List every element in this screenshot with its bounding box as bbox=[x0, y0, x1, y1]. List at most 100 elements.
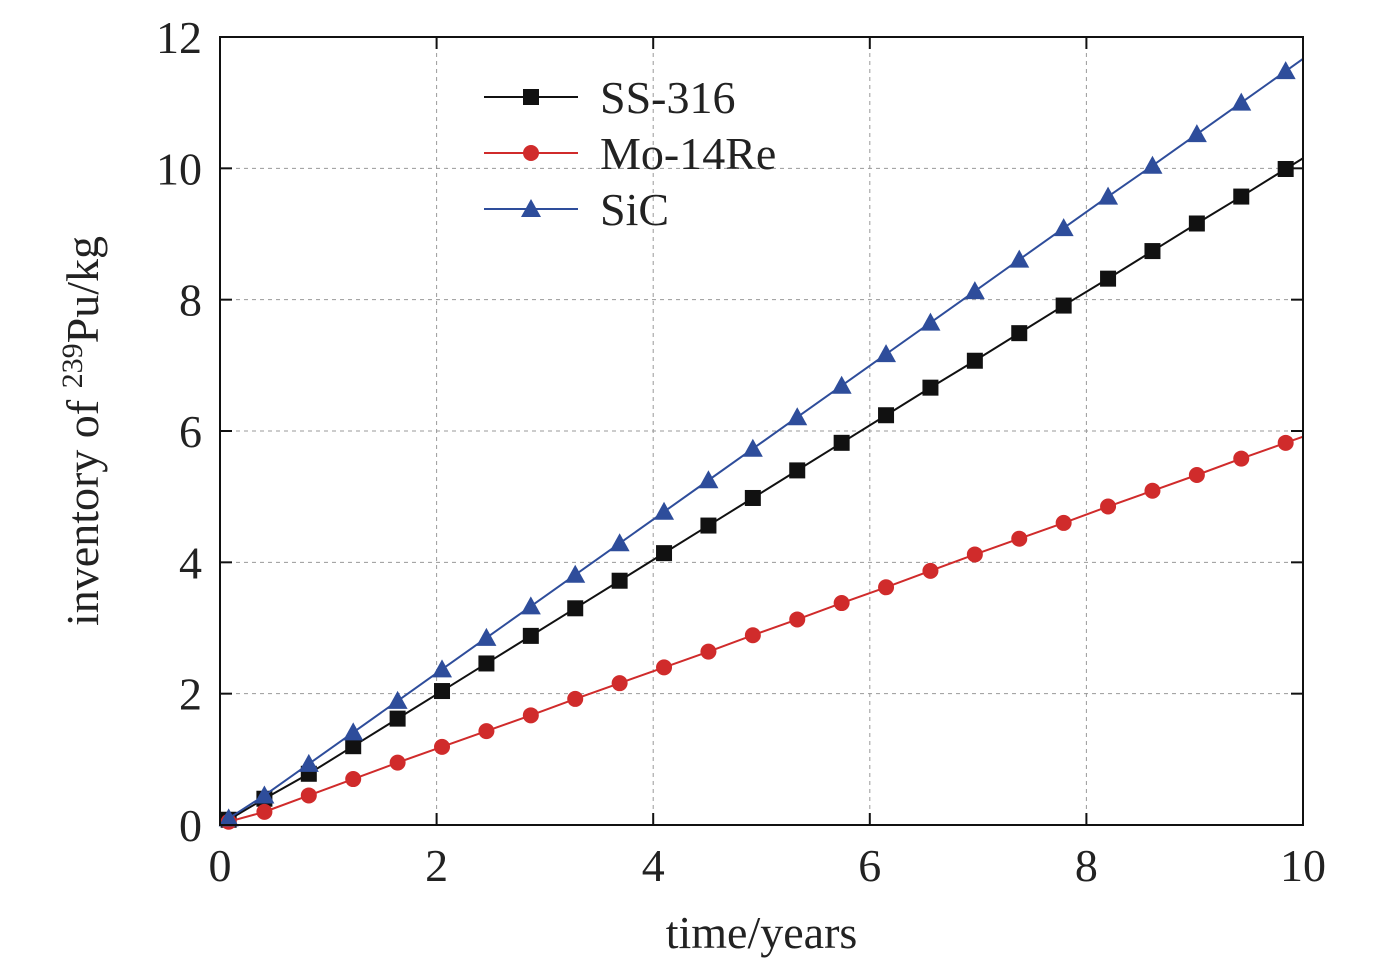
data-point-mo-14re bbox=[567, 690, 584, 707]
x-tick-label: 4 bbox=[642, 840, 665, 891]
data-point-sic bbox=[831, 375, 852, 394]
data-point-ss-316 bbox=[522, 627, 539, 644]
data-point-sic bbox=[698, 470, 719, 489]
data-point-sic bbox=[298, 753, 319, 772]
y-tick-label: 6 bbox=[179, 406, 202, 457]
data-point-ss-316 bbox=[1233, 188, 1250, 205]
data-point-mo-14re bbox=[789, 611, 806, 628]
data-point-mo-14re bbox=[700, 643, 717, 660]
legend-item-sic: SiC bbox=[484, 184, 669, 235]
legend-label: SS-316 bbox=[600, 72, 735, 123]
data-point-mo-14re bbox=[345, 771, 362, 788]
series-mo-14re bbox=[219, 434, 1304, 830]
data-point-sic bbox=[1275, 61, 1296, 80]
data-point-sic bbox=[742, 438, 763, 457]
data-point-sic bbox=[565, 564, 586, 583]
x-tick-label: 6 bbox=[858, 840, 881, 891]
series-sic bbox=[218, 58, 1304, 827]
data-point-mo-14re bbox=[611, 675, 628, 692]
y-tick-label: 4 bbox=[179, 537, 202, 588]
data-point-mo-14re bbox=[1055, 514, 1072, 531]
series-line-mo-14re bbox=[219, 435, 1304, 826]
x-tick-labels: 0 2 4 6 8 10 bbox=[209, 840, 1327, 891]
data-point-mo-14re bbox=[1100, 498, 1117, 515]
data-point-ss-316 bbox=[878, 407, 895, 424]
y-tick-label: 12 bbox=[156, 12, 202, 63]
data-point-mo-14re bbox=[878, 579, 895, 596]
data-point-sic bbox=[920, 312, 941, 331]
y-axis-title-suffix: Pu/kg bbox=[57, 236, 108, 343]
x-axis-title: time/years bbox=[666, 907, 858, 958]
data-point-sic bbox=[787, 407, 808, 426]
legend-swatch-marker bbox=[523, 89, 539, 105]
data-point-sic bbox=[387, 690, 408, 709]
data-point-mo-14re bbox=[1277, 434, 1294, 451]
data-point-mo-14re bbox=[522, 707, 539, 724]
legend-item-mo-14re: Mo-14Re bbox=[484, 128, 776, 179]
series-ss-316 bbox=[219, 157, 1304, 828]
data-point-ss-316 bbox=[789, 462, 806, 479]
y-tick-label: 8 bbox=[179, 275, 202, 326]
data-point-ss-316 bbox=[389, 710, 406, 727]
data-point-ss-316 bbox=[700, 517, 717, 534]
data-point-mo-14re bbox=[922, 562, 939, 579]
data-point-sic bbox=[1186, 124, 1207, 143]
data-point-mo-14re bbox=[966, 546, 983, 563]
data-point-ss-316 bbox=[478, 655, 495, 672]
series-line-ss-316 bbox=[219, 157, 1304, 826]
data-point-mo-14re bbox=[656, 659, 673, 676]
y-tick-label: 2 bbox=[179, 669, 202, 720]
data-point-ss-316 bbox=[434, 683, 451, 700]
data-point-mo-14re bbox=[833, 595, 850, 612]
data-point-ss-316 bbox=[744, 489, 761, 506]
data-point-ss-316 bbox=[567, 600, 584, 617]
data-point-sic bbox=[254, 785, 275, 804]
data-point-sic bbox=[964, 281, 985, 300]
data-point-mo-14re bbox=[300, 787, 317, 804]
data-point-mo-14re bbox=[478, 723, 495, 740]
data-point-ss-316 bbox=[345, 738, 362, 755]
legend-label: Mo-14Re bbox=[600, 128, 776, 179]
axis-ticks bbox=[219, 36, 1304, 826]
data-point-ss-316 bbox=[966, 352, 983, 369]
data-point-mo-14re bbox=[434, 738, 451, 755]
data-point-sic bbox=[432, 659, 453, 678]
data-point-sic bbox=[1053, 218, 1074, 237]
x-tick-label: 0 bbox=[209, 840, 232, 891]
data-point-mo-14re bbox=[389, 754, 406, 771]
data-point-ss-316 bbox=[833, 434, 850, 451]
data-point-sic bbox=[1009, 249, 1030, 268]
y-tick-labels: 0 2 4 6 8 10 12 bbox=[156, 12, 202, 851]
data-point-sic bbox=[476, 627, 497, 646]
legend-swatch-marker bbox=[521, 199, 541, 217]
data-point-ss-316 bbox=[611, 572, 628, 589]
data-point-ss-316 bbox=[1144, 243, 1161, 260]
data-point-sic bbox=[218, 808, 239, 827]
data-point-mo-14re bbox=[1188, 466, 1205, 483]
x-tick-label: 10 bbox=[1280, 840, 1326, 891]
data-point-ss-316 bbox=[922, 379, 939, 396]
data-point-ss-316 bbox=[1188, 215, 1205, 232]
data-point-mo-14re bbox=[256, 803, 273, 820]
x-tick-label: 8 bbox=[1075, 840, 1098, 891]
y-tick-label: 10 bbox=[156, 143, 202, 194]
legend-swatch-marker bbox=[523, 145, 539, 161]
data-point-ss-316 bbox=[1100, 270, 1117, 287]
y-tick-label: 0 bbox=[179, 800, 202, 851]
y-axis-title-superscript: 239 bbox=[56, 343, 89, 388]
y-axis-title: inventory of 239Pu/kg bbox=[56, 236, 108, 626]
data-point-sic bbox=[1098, 186, 1119, 205]
x-tick-label: 2 bbox=[425, 840, 448, 891]
data-point-mo-14re bbox=[1233, 450, 1250, 467]
data-point-sic bbox=[654, 501, 675, 520]
data-point-sic bbox=[609, 533, 630, 552]
data-point-sic bbox=[1231, 92, 1252, 111]
data-point-sic bbox=[1142, 155, 1163, 174]
data-point-mo-14re bbox=[1144, 482, 1161, 499]
data-point-sic bbox=[520, 596, 541, 615]
data-point-ss-316 bbox=[1277, 160, 1294, 177]
y-axis-title-prefix: inventory of bbox=[57, 388, 108, 626]
data-point-sic bbox=[876, 344, 897, 363]
